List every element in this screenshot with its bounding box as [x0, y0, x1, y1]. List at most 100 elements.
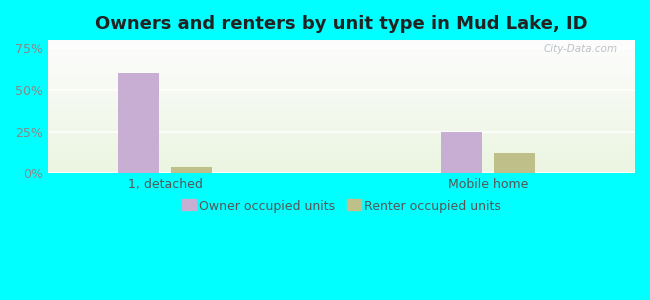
Bar — [48, 49, 635, 50]
Bar — [48, 51, 635, 52]
Bar — [48, 152, 635, 153]
Bar — [48, 103, 635, 104]
Bar — [48, 67, 635, 68]
Bar — [48, 74, 635, 75]
Bar — [48, 69, 635, 70]
Bar — [48, 144, 635, 145]
Bar — [48, 115, 635, 116]
Bar — [48, 147, 635, 148]
Bar — [48, 149, 635, 150]
Bar — [48, 128, 635, 129]
Bar — [48, 43, 635, 44]
Bar — [48, 164, 635, 165]
Bar — [48, 71, 635, 72]
Bar — [48, 57, 635, 58]
Bar — [48, 66, 635, 67]
Legend: Owner occupied units, Renter occupied units: Owner occupied units, Renter occupied un… — [177, 195, 506, 218]
Bar — [48, 93, 635, 94]
Bar — [48, 139, 635, 140]
Bar — [48, 123, 635, 124]
Bar — [48, 160, 635, 161]
Bar — [48, 154, 635, 155]
Bar — [48, 99, 635, 100]
Bar — [48, 134, 635, 135]
Bar — [171, 167, 213, 173]
Bar — [48, 106, 635, 107]
Bar — [48, 83, 635, 84]
Bar — [48, 104, 635, 105]
Bar — [48, 119, 635, 120]
Bar — [48, 72, 635, 73]
Bar — [48, 90, 635, 91]
Bar — [48, 47, 635, 48]
Bar — [48, 142, 635, 143]
Bar — [48, 122, 635, 123]
Bar — [48, 42, 635, 43]
Bar — [48, 102, 635, 103]
Title: Owners and renters by unit type in Mud Lake, ID: Owners and renters by unit type in Mud L… — [95, 15, 588, 33]
Bar — [48, 114, 635, 115]
Bar — [48, 80, 635, 81]
Bar — [441, 132, 482, 173]
Bar — [48, 125, 635, 126]
Bar — [48, 121, 635, 122]
Bar — [48, 81, 635, 82]
Bar — [48, 170, 635, 171]
Bar — [48, 107, 635, 108]
Bar — [48, 112, 635, 113]
Bar — [48, 126, 635, 127]
Bar — [48, 96, 635, 97]
Bar — [48, 53, 635, 54]
Bar — [48, 130, 635, 131]
Bar — [48, 153, 635, 154]
Bar — [48, 54, 635, 55]
Bar — [48, 79, 635, 80]
Bar — [48, 116, 635, 117]
Bar — [48, 55, 635, 56]
Bar — [48, 46, 635, 47]
Bar — [48, 44, 635, 45]
Bar — [48, 45, 635, 46]
Bar — [48, 146, 635, 147]
Bar — [48, 137, 635, 138]
Bar — [48, 158, 635, 159]
Bar — [48, 113, 635, 114]
Bar — [48, 64, 635, 65]
Text: City-Data.com: City-Data.com — [543, 44, 618, 54]
Bar — [48, 98, 635, 99]
Bar — [48, 89, 635, 90]
Bar — [48, 97, 635, 98]
Bar — [48, 135, 635, 136]
Bar — [48, 132, 635, 133]
Bar — [48, 171, 635, 172]
Bar — [48, 77, 635, 78]
Bar — [48, 85, 635, 86]
Bar — [48, 41, 635, 42]
Bar — [48, 62, 635, 63]
Bar — [48, 168, 635, 169]
Bar — [48, 162, 635, 163]
Bar — [48, 105, 635, 106]
Bar — [48, 75, 635, 76]
Bar — [48, 100, 635, 101]
Bar — [48, 61, 635, 62]
Bar — [48, 145, 635, 146]
Bar — [48, 167, 635, 168]
Bar — [48, 110, 635, 111]
Bar — [48, 163, 635, 164]
Bar — [48, 68, 635, 69]
Bar — [118, 74, 159, 173]
Bar — [48, 86, 635, 87]
Bar — [48, 165, 635, 166]
Bar — [48, 87, 635, 88]
Bar — [48, 48, 635, 49]
Bar — [48, 95, 635, 96]
Bar — [48, 58, 635, 59]
Bar — [48, 172, 635, 173]
Bar — [48, 92, 635, 93]
Bar — [48, 148, 635, 149]
Bar — [48, 52, 635, 53]
Bar — [48, 138, 635, 139]
Bar — [48, 50, 635, 51]
Bar — [48, 143, 635, 144]
